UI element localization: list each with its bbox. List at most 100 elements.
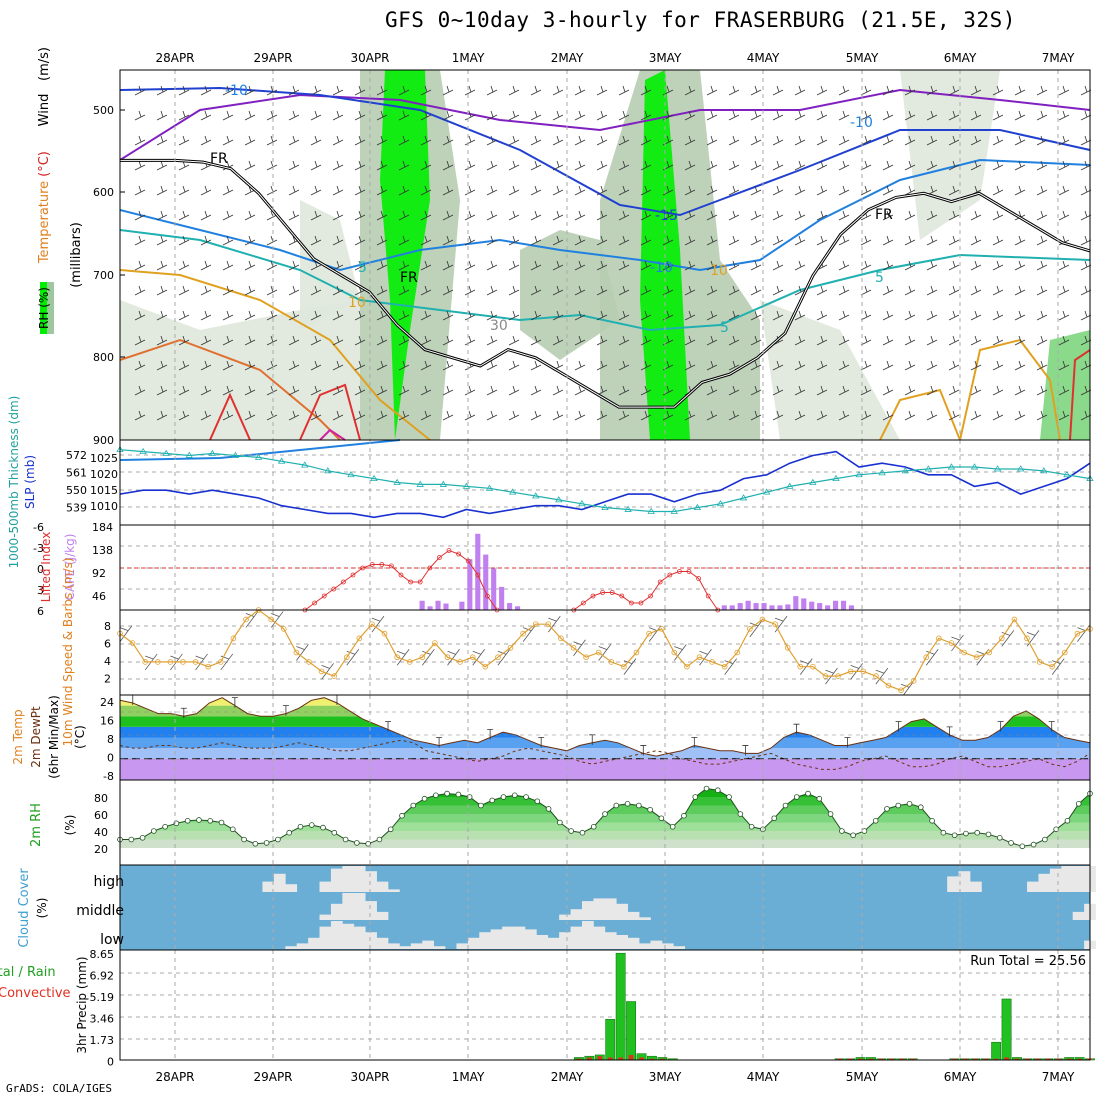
cloud-bar-high: [1072, 866, 1085, 892]
wind-barb: [1058, 210, 1070, 221]
wind-barb: [684, 260, 696, 271]
wind-barb: [332, 85, 344, 96]
wind-barb: [222, 210, 234, 221]
wind-marker: [167, 659, 174, 665]
wind-barb: [706, 385, 718, 396]
thickness-marker: [555, 496, 563, 503]
convective-bar: [597, 1056, 603, 1060]
wind-barb: [420, 385, 432, 396]
rh-tick-label: 20: [94, 843, 108, 856]
convective-bar: [607, 1057, 613, 1060]
cape-bar: [777, 605, 783, 610]
contour-label: -10: [850, 115, 873, 131]
wind-barb: [948, 260, 960, 271]
wind-marker: [961, 649, 967, 656]
wind-barb: [596, 310, 608, 321]
wind-barb: [970, 285, 982, 296]
wind-barb: [838, 360, 850, 371]
wind-marker: [570, 644, 577, 651]
contour-label: 10: [348, 295, 366, 311]
wind-barb: [970, 110, 982, 121]
wind-barb: [860, 235, 872, 246]
cape-bar: [475, 533, 481, 610]
minmax-marker: [946, 726, 953, 737]
cloud-bar-high: [958, 871, 971, 892]
lifted-marker: [312, 600, 318, 606]
wind-barb: [200, 110, 212, 121]
wind-barb: [1036, 110, 1048, 121]
lifted-marker: [427, 565, 433, 571]
wind-barb: [332, 410, 344, 421]
wind-marker: [721, 663, 728, 670]
wind-barb: [904, 85, 916, 96]
wind-barb: [970, 360, 982, 371]
wind-barb: [420, 235, 432, 246]
wind-barb: [310, 260, 322, 271]
thickness-marker: [347, 470, 355, 478]
wind-barb: [420, 410, 432, 421]
wind-barb: [200, 85, 212, 96]
wind-barb: [618, 135, 630, 146]
wind-barb: [200, 235, 212, 246]
cloud-bar-high: [1038, 873, 1051, 892]
wind-barb: [442, 160, 454, 171]
thickness-tick-label: 561: [66, 467, 87, 480]
wind-barb: [875, 667, 889, 685]
rh-marker: [872, 817, 879, 824]
wind-barb: [970, 85, 982, 96]
thickness-marker: [670, 507, 678, 514]
wind-barb: [640, 85, 652, 96]
wind-barb: [156, 310, 168, 321]
cloud-bar-middle: [639, 917, 651, 920]
wind-marker: [331, 673, 337, 679]
wind-barb: [464, 160, 476, 171]
wind-barb: [728, 110, 740, 121]
wind-barb: [508, 135, 520, 146]
wind-barb: [596, 110, 608, 121]
wind-barb: [662, 185, 674, 196]
thickness-marker: [993, 465, 1002, 472]
cloud-level-label: middle: [76, 903, 124, 919]
wind-marker: [1024, 635, 1030, 642]
wind-barb: [728, 160, 740, 171]
x-tick-label-top: 29APR: [253, 51, 292, 65]
wind-barb: [728, 210, 740, 221]
y-tick-label: 900: [93, 434, 114, 447]
minmax-axis-label: (6hr Min/Max): [47, 695, 61, 779]
rh-marker: [545, 806, 552, 812]
wind-barb: [1080, 135, 1092, 146]
wind-barb: [882, 360, 894, 371]
thickness-marker: [786, 482, 794, 489]
wind-barb: [860, 160, 872, 171]
wind-marker: [810, 663, 816, 670]
wind-barb: [574, 385, 586, 396]
wind-barb: [598, 644, 612, 661]
wind-barb: [596, 160, 608, 171]
wind-marker: [898, 687, 904, 694]
wind-barb: [860, 110, 872, 121]
wind-barb: [1058, 385, 1070, 396]
wind-barb: [332, 335, 344, 346]
cloud-bar-high: [342, 866, 355, 892]
cloud-bar-low: [536, 935, 549, 949]
wind-barb: [816, 110, 828, 121]
wind-barb: [882, 385, 894, 396]
cloud-bar-high: [387, 889, 400, 892]
cape-bar: [737, 603, 743, 610]
thickness-tick-label: 550: [66, 484, 87, 497]
convective-bar: [993, 1058, 999, 1060]
rh-marker: [568, 828, 574, 834]
thickness-tick-label: 539: [66, 502, 87, 515]
wind-barb: [354, 310, 366, 321]
rh-shading: [380, 70, 430, 440]
wind-barb: [420, 260, 432, 271]
credit-label: GrADS: COLA/IGES: [6, 1082, 112, 1095]
wind-barb: [486, 310, 498, 321]
wind-barb: [354, 360, 366, 371]
cape-bar: [729, 605, 735, 610]
wind-barb: [398, 385, 410, 396]
convective-bar: [1077, 1058, 1082, 1060]
li-tick-label: -3: [33, 542, 44, 555]
rh-marker: [940, 829, 947, 836]
